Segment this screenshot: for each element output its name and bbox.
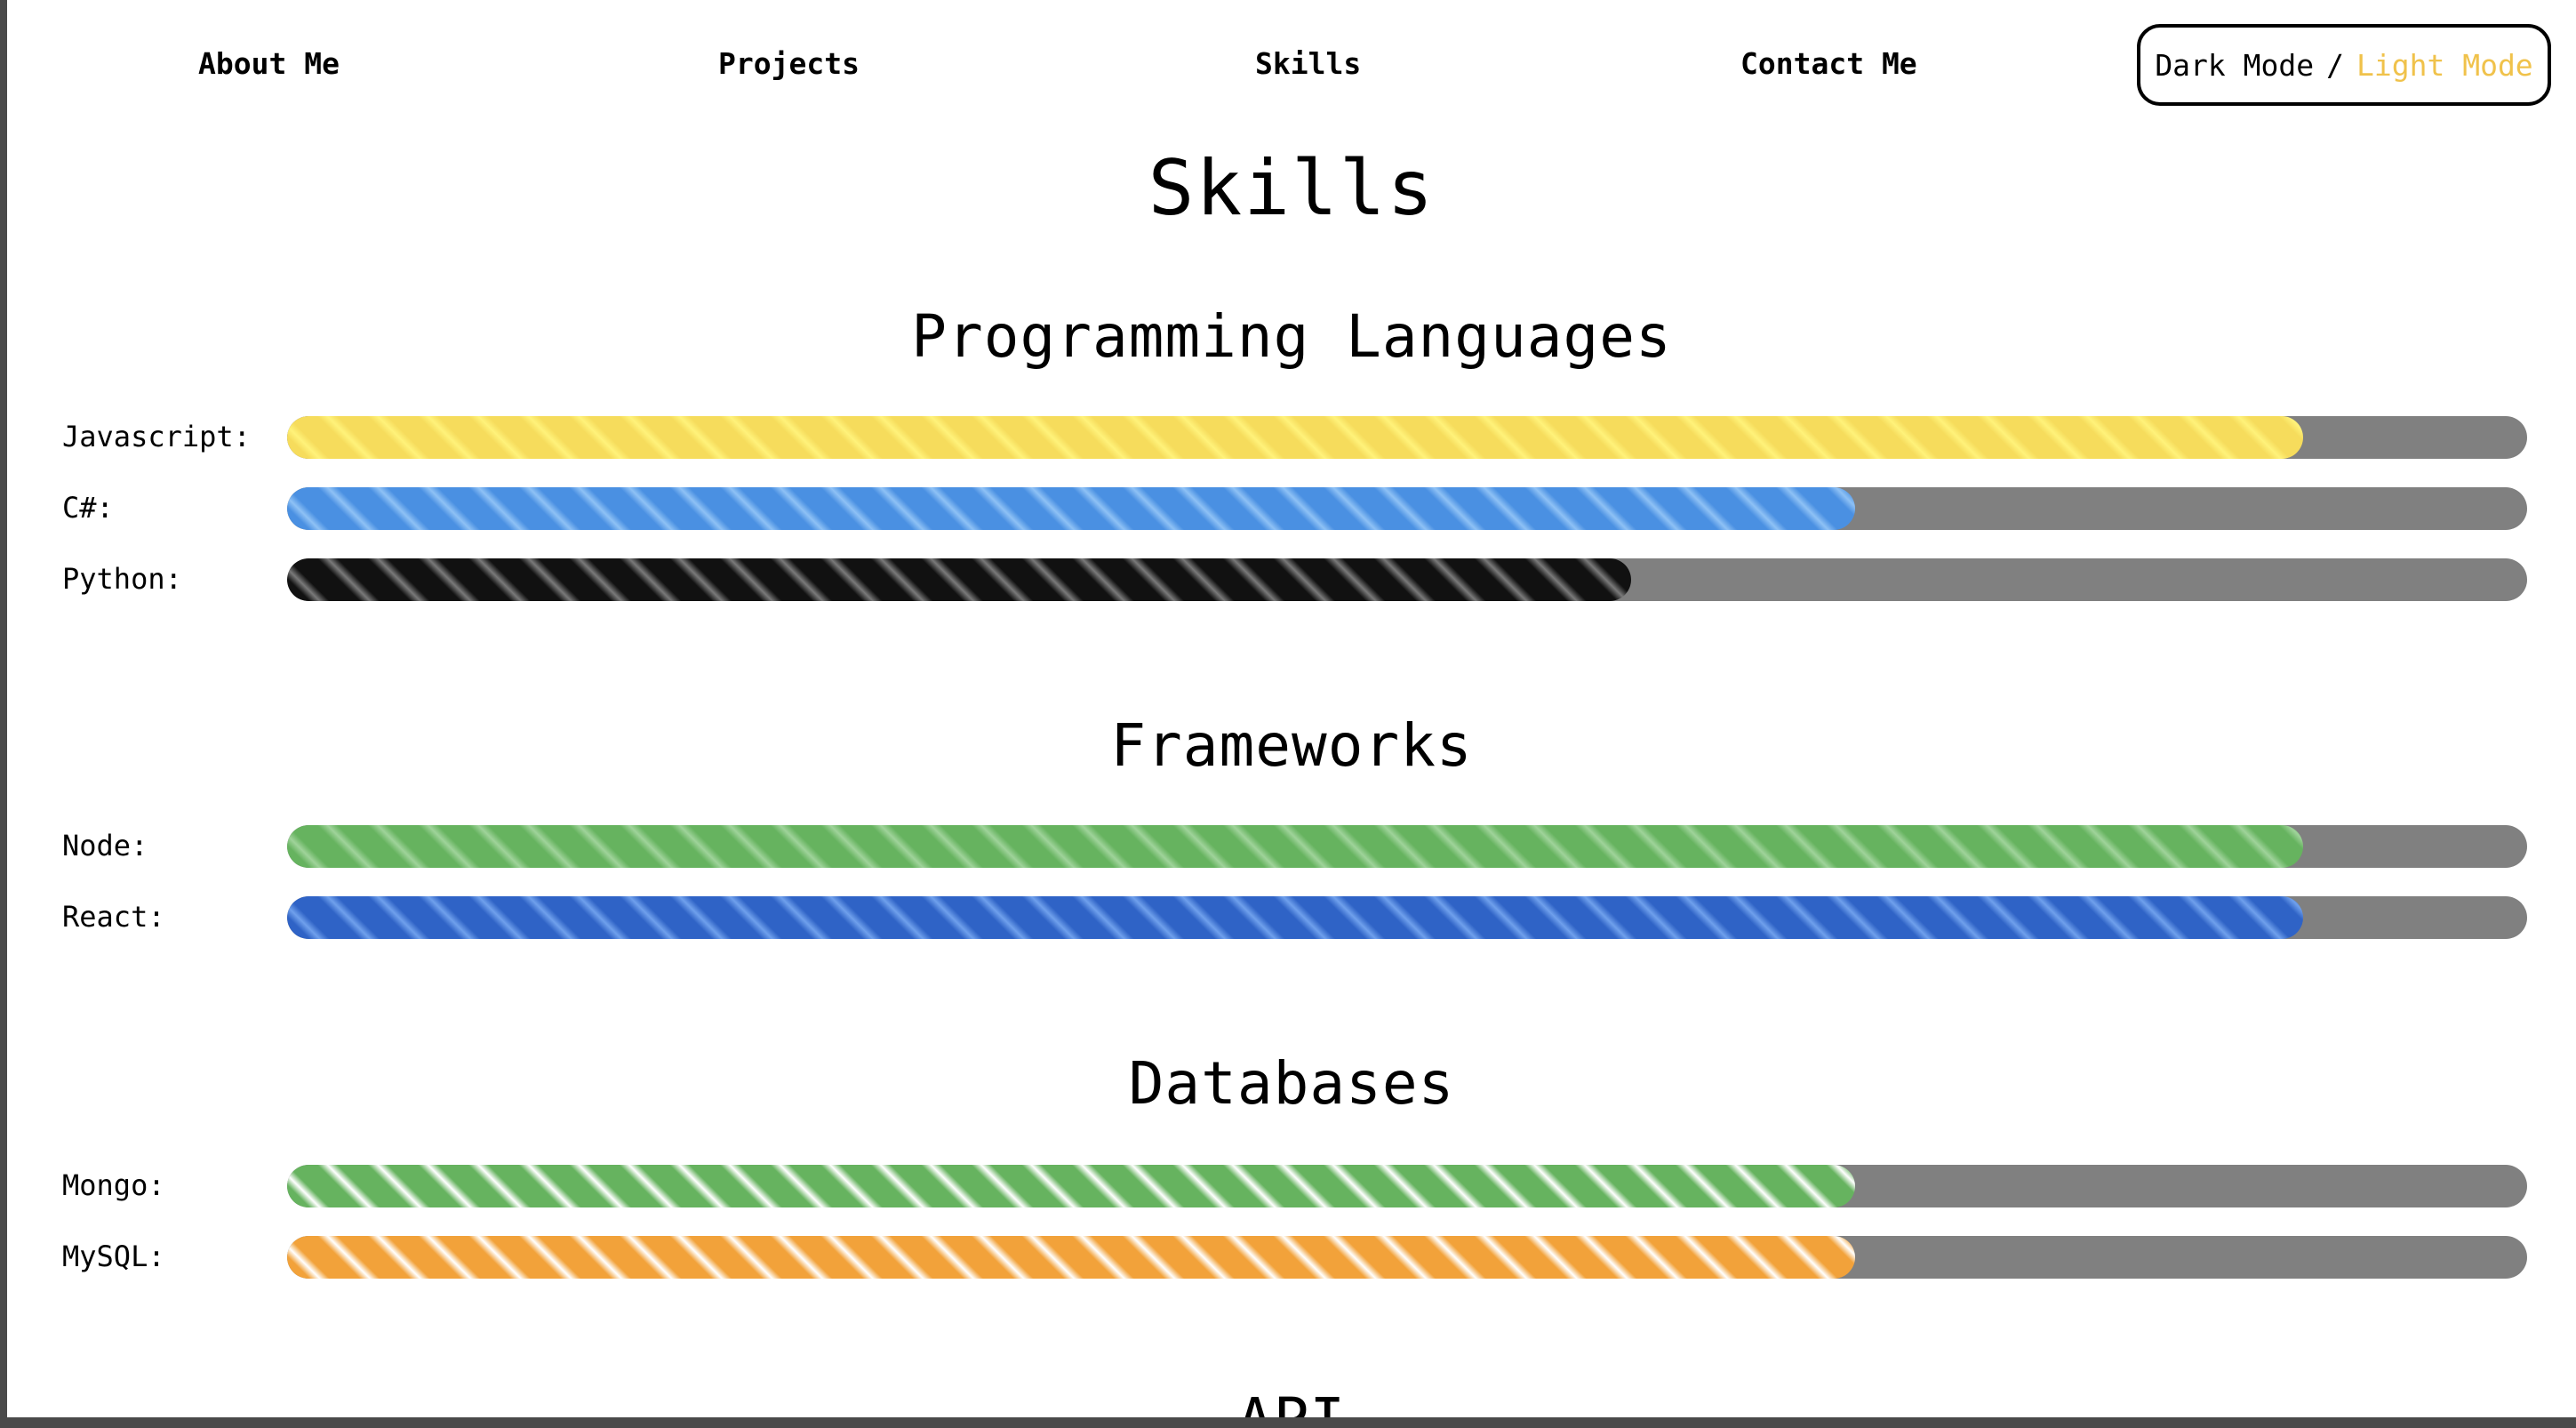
page-frame: About Me Projects Skills Contact Me Dark… (7, 0, 2576, 1417)
dark-mode-label[interactable]: Dark Mode (2155, 47, 2315, 83)
skill-bar-javascript (287, 416, 2527, 459)
skill-bar-node (287, 825, 2527, 868)
section-title-api: API (7, 1385, 2576, 1417)
mode-separator: / (2326, 47, 2344, 83)
skill-bar-python (287, 558, 2527, 601)
skill-fill-react (287, 896, 2303, 939)
skill-fill-node (287, 825, 2303, 868)
nav-contact-me[interactable]: Contact Me (1740, 46, 1917, 81)
skill-label-python: Python: (62, 562, 182, 596)
top-nav: About Me Projects Skills Contact Me Dark… (7, 0, 2576, 133)
skill-bar-mysql (287, 1236, 2527, 1279)
page-title: Skills (1148, 144, 1436, 233)
section-title-programming-languages: Programming Languages (911, 302, 1672, 371)
skill-bar-react (287, 896, 2527, 939)
skill-label-javascript: Javascript: (62, 420, 251, 453)
skill-bar-csharp (287, 487, 2527, 530)
nav-projects[interactable]: Projects (718, 46, 860, 81)
skill-label-mysql: MySQL: (62, 1239, 165, 1273)
section-title-databases: Databases (1128, 1049, 1455, 1118)
theme-toggle-button[interactable]: Dark Mode / Light Mode (2137, 24, 2551, 106)
section-title-frameworks: Frameworks (1110, 711, 1473, 780)
skill-fill-mysql (287, 1236, 1855, 1279)
skill-fill-csharp (287, 487, 1855, 530)
nav-skills[interactable]: Skills (1255, 46, 1362, 81)
skill-fill-mongo (287, 1165, 1855, 1207)
skill-bar-mongo (287, 1165, 2527, 1207)
skill-label-mongo: Mongo: (62, 1168, 165, 1202)
skill-fill-python (287, 558, 1631, 601)
skill-label-react: React: (62, 900, 165, 934)
skill-fill-javascript (287, 416, 2303, 459)
skill-label-csharp: C#: (62, 491, 114, 525)
nav-about-me[interactable]: About Me (198, 46, 340, 81)
skill-label-node: Node: (62, 829, 148, 862)
light-mode-label[interactable]: Light Mode (2356, 47, 2533, 83)
